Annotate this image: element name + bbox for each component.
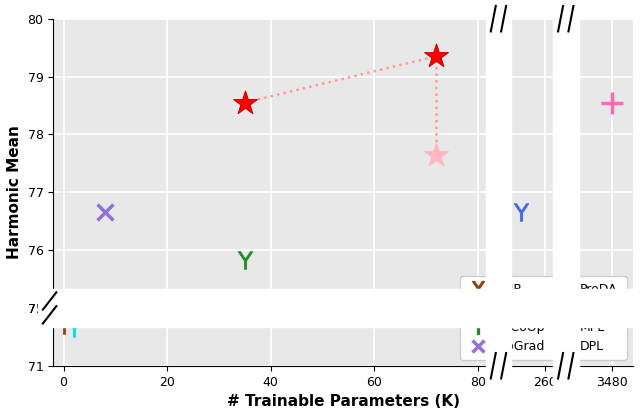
- Point: [100, 209, 110, 216]
- Point: [239, 99, 250, 106]
- Legend: CLIP, CoOp, CoCoOp, ProGrad, ProDA, MaPLe, MPL, DPL: CLIP, CoOp, CoCoOp, ProGrad, ProDA, MaPL…: [460, 276, 627, 359]
- Point: [431, 151, 442, 158]
- Point: [58, 322, 68, 329]
- Point: [239, 257, 250, 263]
- Point: [607, 99, 618, 106]
- Point: [515, 209, 525, 216]
- Y-axis label: Harmonic Mean: Harmonic Mean: [7, 125, 22, 259]
- X-axis label: # Trainable Parameters (K): # Trainable Parameters (K): [227, 394, 460, 409]
- Point: [431, 53, 442, 59]
- Point: [69, 324, 79, 331]
